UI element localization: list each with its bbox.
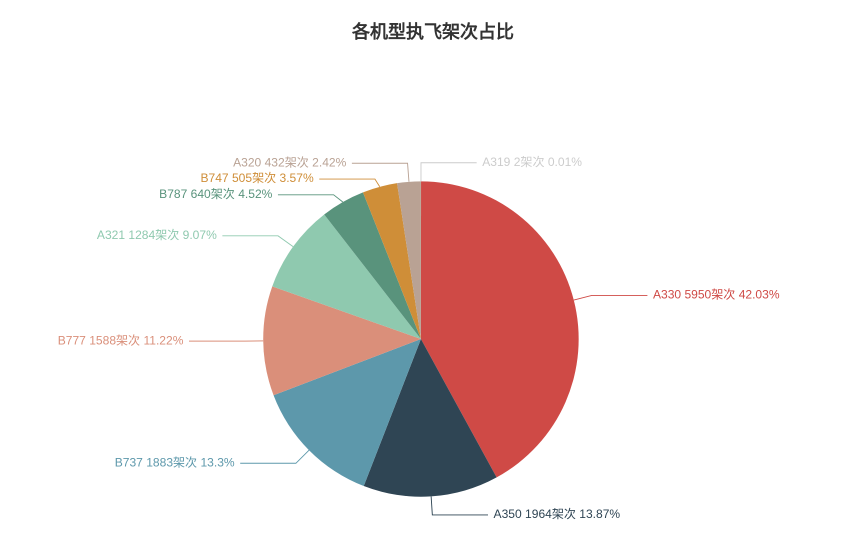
leader-A350 xyxy=(431,496,488,515)
leader-B747 xyxy=(319,179,380,187)
label-A319: A319 2架次 0.01% xyxy=(482,155,582,169)
label-B777: B777 1588架次 11.22% xyxy=(58,333,184,347)
leader-A319 xyxy=(421,163,477,182)
pie-chart: A319 2架次 0.01% A330 5950架次 42.03% A350 196… xyxy=(0,44,866,554)
label-A321: A321 1284架次 9.07% xyxy=(97,228,217,242)
label-B787: B787 640架次 4.52% xyxy=(159,187,272,201)
leader-B787 xyxy=(278,195,343,202)
label-B747: B747 505架次 3.57% xyxy=(200,171,313,185)
label-A330: A330 5950架次 42.03% xyxy=(653,288,780,302)
leader-A330 xyxy=(574,295,648,300)
leader-B737 xyxy=(240,450,309,463)
label-A350: A350 1964架次 13.87% xyxy=(494,507,621,521)
label-A320: A320 432架次 2.42% xyxy=(233,155,346,169)
label-B737: B737 1883架次 13.3% xyxy=(115,455,235,469)
chart-title: 各机型执飞架次占比 xyxy=(0,0,866,44)
leader-A321 xyxy=(222,236,293,247)
